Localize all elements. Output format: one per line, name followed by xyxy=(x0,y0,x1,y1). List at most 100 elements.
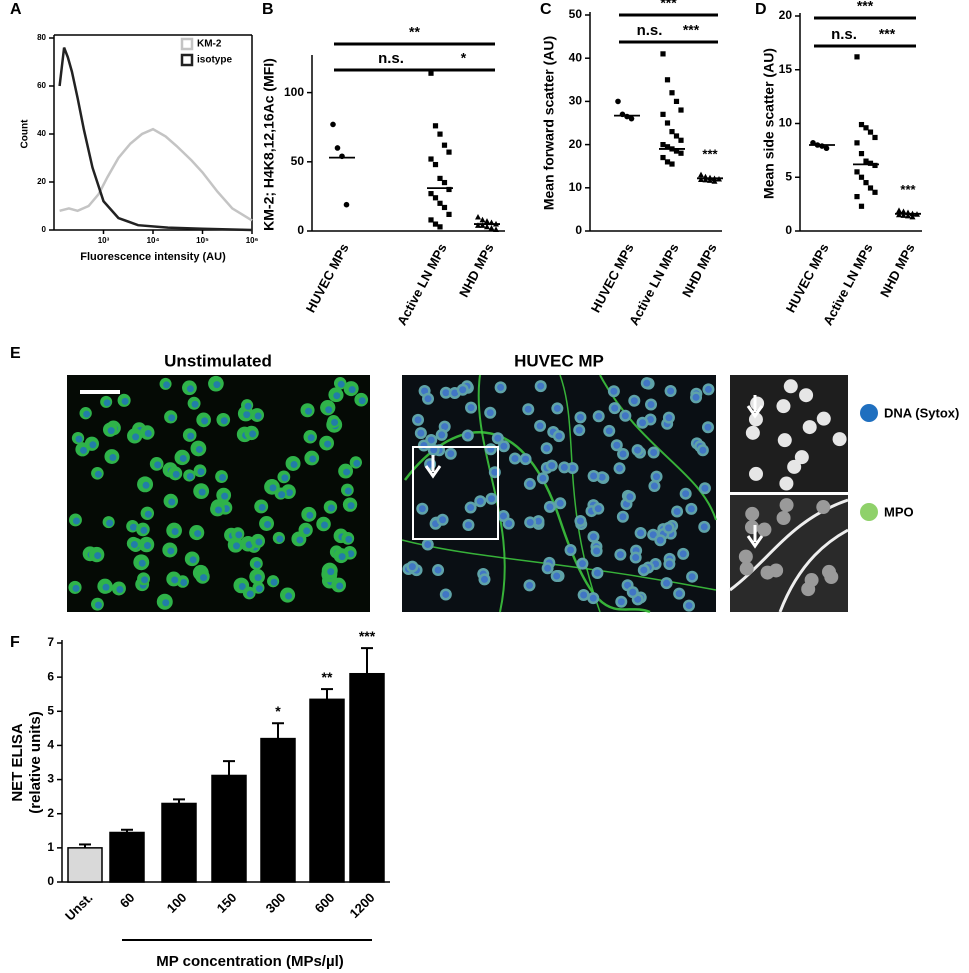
nucleus xyxy=(546,503,554,511)
nucleus xyxy=(632,554,640,562)
y-tick-label: 50 xyxy=(569,7,583,21)
nucleus xyxy=(427,436,435,444)
nucleus xyxy=(331,418,339,426)
dot xyxy=(441,142,448,148)
nucleus xyxy=(576,413,584,421)
significance-label: ** xyxy=(322,669,333,685)
cell xyxy=(832,432,847,447)
nucleus xyxy=(194,530,202,538)
nucleus xyxy=(345,535,353,543)
nucleus xyxy=(144,510,152,518)
y-tick-label: 1 xyxy=(47,840,54,854)
nucleus xyxy=(486,409,494,417)
nucleus xyxy=(219,474,227,482)
y-axis-label: (relative units) xyxy=(27,711,44,814)
nucleus xyxy=(548,462,556,470)
nucleus xyxy=(611,404,619,412)
nucleus xyxy=(358,397,366,405)
dot xyxy=(343,201,350,208)
dot xyxy=(432,221,439,227)
cell xyxy=(776,510,791,525)
nucleus xyxy=(593,569,601,577)
nucleus xyxy=(417,429,425,437)
dot xyxy=(702,176,709,183)
nucleus xyxy=(560,463,568,471)
dot xyxy=(432,161,439,168)
x-tick-label: HUVEC MPs xyxy=(783,241,832,315)
dot xyxy=(854,194,860,200)
nucleus xyxy=(578,560,586,568)
legend-label: DNA (Sytox) xyxy=(884,405,959,420)
dot xyxy=(673,133,680,139)
nucleus xyxy=(534,517,542,525)
nucleus xyxy=(186,472,194,480)
bar xyxy=(211,774,247,883)
nucleus xyxy=(264,520,272,528)
nucleus xyxy=(442,389,450,397)
nucleus xyxy=(191,400,199,408)
nucleus xyxy=(245,541,253,549)
dot xyxy=(330,121,336,128)
nucleus xyxy=(144,430,152,438)
dot xyxy=(854,169,860,175)
x-tick-label: Active LN MPs xyxy=(626,241,682,328)
x-tick-label: NHD MPs xyxy=(679,241,720,300)
nucleus xyxy=(442,590,450,598)
nucleus xyxy=(476,497,484,505)
nucleus xyxy=(246,590,254,598)
nucleus xyxy=(543,444,551,452)
nucleus xyxy=(598,473,606,481)
nucleus xyxy=(129,523,137,531)
nucleus xyxy=(589,594,597,602)
nucleus xyxy=(665,524,673,532)
nucleus xyxy=(94,470,102,478)
y-tick-label: 80 xyxy=(37,33,46,42)
nucleus xyxy=(162,599,170,607)
nucleus xyxy=(553,404,561,412)
nucleus xyxy=(347,550,355,558)
nucleus xyxy=(610,387,618,395)
nucleus xyxy=(649,531,657,539)
cell xyxy=(802,420,817,435)
dot xyxy=(628,115,635,122)
dot xyxy=(479,222,486,228)
image-title: HUVEC MP xyxy=(514,351,604,370)
y-tick-label: 10 xyxy=(779,116,793,130)
bar xyxy=(349,672,385,883)
dot xyxy=(867,185,874,191)
arrow xyxy=(746,395,764,419)
dot xyxy=(858,151,865,157)
dot xyxy=(615,98,621,105)
dot xyxy=(428,217,434,223)
nucleus xyxy=(333,392,341,400)
nucleus xyxy=(215,506,223,514)
nucleus xyxy=(132,433,140,441)
nucleus xyxy=(336,582,344,590)
nucleus xyxy=(140,526,148,534)
dot xyxy=(872,134,878,141)
dot xyxy=(428,70,434,76)
nucleus xyxy=(221,492,229,500)
dot xyxy=(858,121,865,128)
cell xyxy=(744,520,759,535)
nucleus xyxy=(594,505,602,513)
nucleus xyxy=(344,487,352,495)
cell xyxy=(821,564,836,579)
nucleus xyxy=(491,468,499,476)
nucleus xyxy=(327,568,335,576)
arrow xyxy=(746,525,764,549)
y-axis-label: Mean side scatter (AU) xyxy=(761,48,777,199)
nucleus xyxy=(526,480,534,488)
nucleus xyxy=(107,427,115,435)
panel-letter: A xyxy=(10,1,22,18)
significance-label: *** xyxy=(857,0,874,14)
dot xyxy=(867,160,874,166)
nucleus xyxy=(141,576,149,584)
nucleus xyxy=(630,397,638,405)
y-tick-label: 2 xyxy=(47,806,54,820)
nucleus xyxy=(526,581,534,589)
nucleus xyxy=(580,591,588,599)
bar xyxy=(309,698,345,883)
nucleus xyxy=(667,387,675,395)
nucleus xyxy=(172,470,180,478)
